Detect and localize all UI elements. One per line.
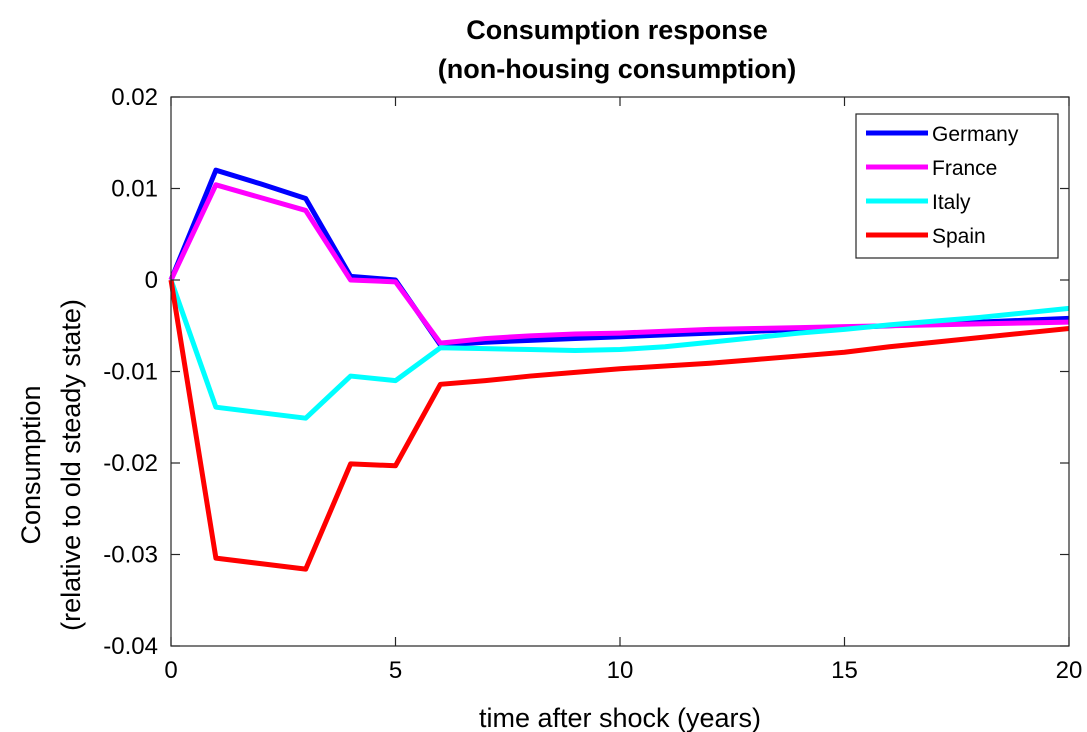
- series-line-italy: [168, 279, 1070, 421]
- x-tick-label: 20: [1056, 657, 1083, 684]
- legend-label-spain: Spain: [932, 225, 986, 248]
- y-tick-label: -0.03: [103, 542, 158, 569]
- axes-layer: 0 5 10 15 20 -0.04 -0.03 -0.02 -0.01 0 0.01 0.02: [103, 84, 1082, 684]
- chart-title-line-1: Consumption response: [466, 15, 768, 45]
- legend-label-germany: Germany: [932, 123, 1019, 146]
- chart-title-line-2: (non-housing consumption): [438, 54, 796, 84]
- y-tick-label: 0.02: [111, 84, 158, 111]
- y-tick-label: 0: [145, 267, 158, 294]
- x-tick-label: 10: [607, 657, 634, 684]
- series-layer: [168, 167, 1070, 572]
- series-line-spain: [168, 279, 1070, 572]
- y-axis-label: Consumption: [16, 385, 46, 544]
- y-tick-label: -0.01: [103, 359, 158, 386]
- legend-label-italy: Italy: [932, 191, 971, 214]
- series-line-france: [168, 182, 1070, 346]
- y-axis-label-secondary: (relative to old steady state): [56, 299, 86, 631]
- y-tick-label: -0.04: [103, 633, 158, 660]
- y-axis-label-line-2: (relative to old steady state): [56, 299, 86, 631]
- x-axis-label: time after shock (years): [479, 703, 761, 732]
- x-tick-label: 15: [831, 657, 858, 684]
- legend-label-france: France: [932, 157, 997, 180]
- y-tick-label: -0.02: [103, 450, 158, 477]
- x-tick-label: 0: [164, 657, 177, 684]
- y-axis-label-line-1: Consumption: [16, 385, 46, 544]
- legend: Germany France Italy Spain: [855, 113, 1059, 259]
- x-tick-label: 5: [389, 657, 402, 684]
- y-tick-label: 0.01: [111, 176, 158, 203]
